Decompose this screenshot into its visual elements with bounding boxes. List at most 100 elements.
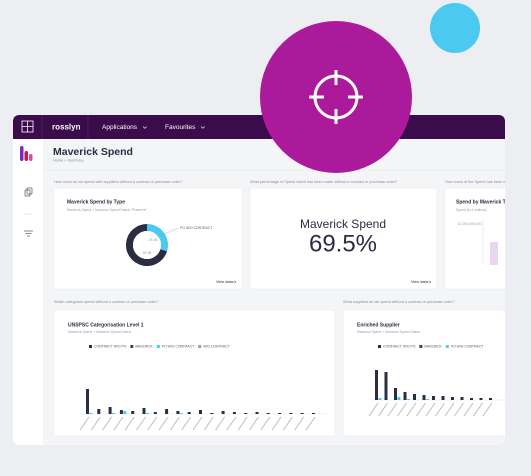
bar — [451, 397, 454, 400]
card — [342, 309, 505, 437]
bar — [210, 413, 214, 414]
bar — [232, 412, 236, 414]
x-label-placeholder — [249, 416, 259, 431]
x-label-placeholder — [378, 402, 388, 417]
legend-label: MAVERICK — [424, 345, 442, 349]
bar — [165, 409, 169, 414]
bar — [375, 370, 378, 400]
bar — [145, 413, 149, 414]
card-title: Maverick Spend by Type — [67, 199, 125, 205]
question: How much of the Spend has been made with… — [445, 180, 531, 184]
bar — [142, 408, 146, 414]
kpi-value: 69.5% — [309, 230, 377, 257]
donut-segment — [126, 224, 168, 266]
bar — [422, 395, 426, 400]
x-label-placeholder — [113, 416, 124, 431]
kpi-title: Maverick Spend — [300, 217, 386, 231]
donut-segment — [146, 224, 168, 252]
crosshair-icon — [309, 70, 363, 124]
x-label-placeholder — [454, 402, 464, 417]
menu-item[interactable]: Favourites — [165, 124, 196, 131]
card-subtitle: Maverick Spend + Maverick Spend Status — [357, 330, 420, 334]
card — [53, 309, 336, 437]
view-data-link[interactable]: View data — [216, 280, 233, 284]
bar — [394, 388, 397, 400]
data-label: 29.4B — [149, 238, 159, 242]
x-label-placeholder — [406, 402, 417, 417]
legend-swatch — [130, 345, 134, 348]
question: Which categories spend without a contrac… — [54, 300, 158, 304]
x-label-placeholder — [192, 416, 203, 431]
page-title: Maverick Spend — [53, 146, 133, 158]
bar — [221, 411, 225, 414]
bar — [470, 398, 473, 400]
x-label-placeholder — [237, 416, 248, 431]
menu-item[interactable]: Applications — [102, 124, 138, 131]
bar — [199, 410, 202, 414]
card-title: UNSPSC Categorisation Level 1 — [68, 322, 144, 328]
app-window: rosslyn Applications Favourites Maverick… — [13, 115, 531, 445]
bar — [86, 389, 89, 414]
bar — [97, 409, 101, 414]
card-subtitle: Maverick Spend + Maverick Spend Status "… — [67, 208, 148, 212]
x-label-placeholder — [260, 416, 271, 431]
bar — [153, 412, 157, 414]
bar — [397, 397, 401, 400]
x-label-placeholder — [147, 416, 158, 431]
x-label-placeholder — [215, 416, 226, 431]
decor-circle — [260, 21, 412, 173]
arrow — [427, 280, 432, 284]
chevron — [200, 126, 205, 129]
bar — [278, 413, 282, 414]
brand: rosslyn — [52, 123, 81, 132]
x-label-placeholder — [181, 416, 192, 431]
donut-label: PO W/O CONTRACT — [180, 226, 212, 230]
legend-swatch — [156, 345, 160, 348]
legend-label: PO W/O CONTRACT — [162, 345, 194, 349]
x-label-placeholder — [203, 416, 214, 431]
decor-circle — [430, 3, 480, 53]
copy-icon[interactable] — [24, 187, 33, 197]
x-label-placeholder — [124, 416, 135, 431]
x-label-placeholder — [425, 402, 436, 417]
filter-icon[interactable] — [24, 230, 33, 237]
bar — [123, 411, 127, 414]
card-subtitle: Maverick Spend + Maverick Spend Status — [68, 330, 131, 334]
legend-swatch — [89, 345, 92, 348]
apps-icon[interactable] — [21, 120, 34, 133]
legend-swatch — [378, 345, 381, 348]
bar — [176, 411, 180, 414]
card — [249, 187, 438, 290]
x-label-placeholder — [136, 416, 146, 431]
bar — [479, 398, 483, 400]
x-label-placeholder — [294, 416, 305, 431]
leader-line — [161, 227, 179, 236]
legend-swatch — [445, 345, 449, 348]
logo — [20, 146, 33, 161]
card-title: Spend by Maverick Type — [456, 199, 514, 205]
x-label-placeholder — [482, 402, 493, 417]
bar — [266, 413, 270, 414]
view-data-link[interactable]: View data — [411, 280, 428, 284]
bar — [244, 413, 248, 414]
donut-hole — [133, 231, 161, 259]
breadcrumb[interactable]: Home > Summary — [53, 159, 84, 163]
x-label-placeholder — [416, 402, 426, 417]
bar — [131, 411, 135, 414]
card-title: Enriched Supplier — [357, 322, 400, 328]
bar — [300, 413, 304, 414]
bar — [413, 394, 416, 400]
x-label-placeholder — [90, 416, 101, 431]
bar — [489, 398, 492, 400]
legend-label: MAVERICK — [135, 345, 153, 349]
bar — [255, 412, 259, 414]
x-label-placeholder — [169, 416, 180, 431]
x-label-placeholder — [102, 416, 113, 431]
bar — [378, 398, 382, 400]
x-label-placeholder — [158, 416, 169, 431]
legend-label: CONTRACT W/O PO — [94, 345, 127, 349]
legend-label: PO W/O CONTRACT — [451, 345, 483, 349]
legend-label: CONTRACT W/O PO — [383, 345, 416, 349]
question: How much do we spend with suppliers with… — [54, 180, 183, 184]
bar-decor — [490, 242, 498, 265]
